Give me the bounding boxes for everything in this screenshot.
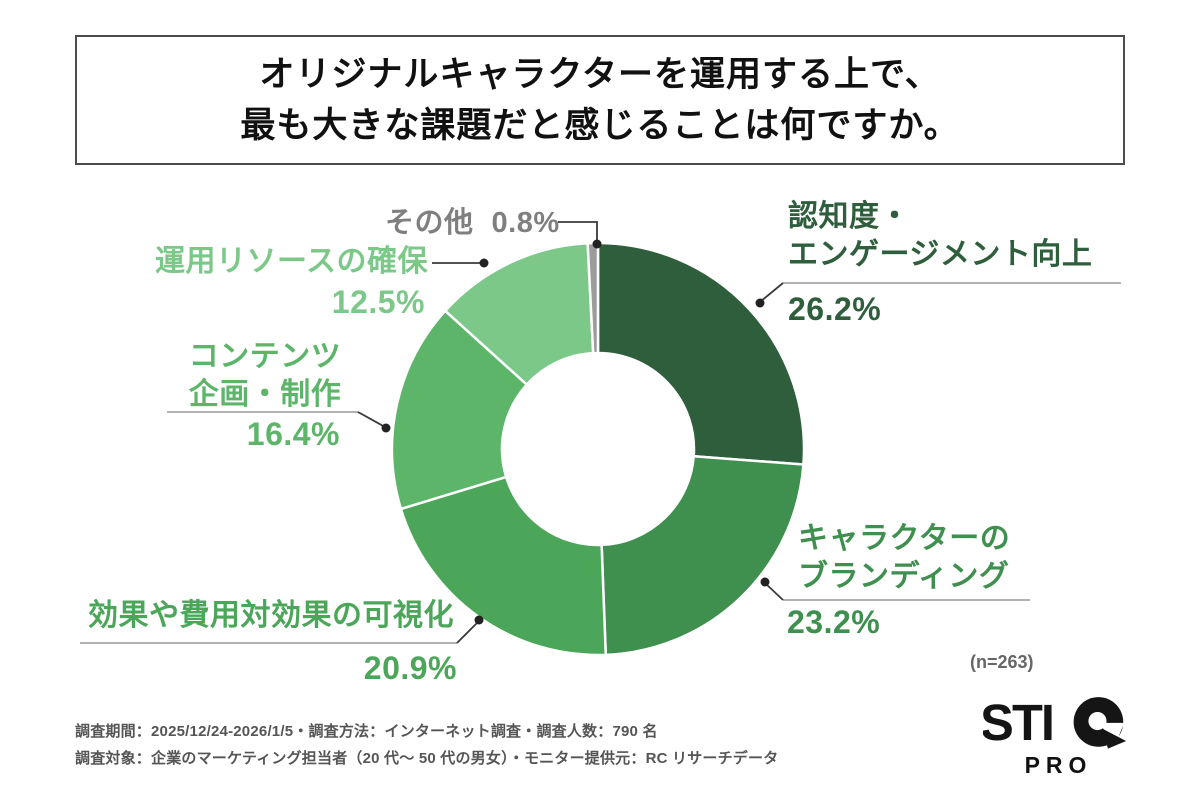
callout-awareness-label-line1: 認知度・	[788, 200, 910, 233]
leader-line-content	[357, 411, 386, 428]
callout-visibility-value: 20.9%	[257, 650, 457, 687]
stiq-logo-sub: PRO	[1024, 752, 1093, 778]
survey-meta-line2: 調査対象：企業のマーケティング担当者（20 代〜 50 代の男女）・モニター提供…	[75, 750, 779, 767]
callout-awareness-label-line2: エンゲージメント向上	[788, 238, 1093, 271]
callout-content: コンテンツ 企画・制作	[188, 338, 342, 414]
donut-segment-2	[399, 475, 608, 657]
title-box: オリジナルキャラクターを運用する上で、 最も大きな課題だと感じることは何ですか。	[75, 35, 1125, 165]
callout-content-label-line2: 企画・制作	[188, 378, 342, 411]
stiq-logo-q-tail	[1102, 728, 1127, 749]
callout-awareness-pct-text: 26.2%	[788, 291, 882, 327]
callout-resources-label: 運用リソースの確保	[155, 245, 428, 278]
callout-awareness: 認知度・ エンゲージメント向上	[788, 198, 1092, 274]
callout-branding: キャラクターの ブランディング	[798, 520, 1010, 596]
donut-segment-3	[390, 309, 529, 511]
page-title-line1: オリジナルキャラクターを運用する上で、	[259, 55, 941, 94]
callout-visibility: 効果や費用対効果の可視化	[88, 597, 454, 635]
callout-others-label: その他	[385, 207, 474, 239]
survey-meta-line1: 調査期間：2025/12/24-2026/1/5・調査方法：インターネット調査・…	[75, 723, 658, 740]
callout-branding-pct-text: 23.2%	[787, 604, 881, 640]
stiq-logo: STI PRO	[980, 693, 1128, 779]
callout-branding-label-line1: キャラクターの	[798, 522, 1011, 555]
callout-branding-value: 23.2%	[787, 604, 880, 641]
callout-awareness-value: 26.2%	[788, 291, 881, 328]
stiq-logo-mark: STI	[980, 694, 1127, 751]
donut-segment-1	[600, 454, 805, 657]
callout-resources-pct-text: 12.5%	[331, 284, 425, 320]
callout-content-label-line1: コンテンツ	[188, 340, 342, 373]
sample-size-note: (n=263)	[970, 652, 1034, 672]
leader-line-others	[558, 221, 598, 240]
callout-others-pct-text: 0.8%	[491, 207, 560, 239]
callout-visibility-pct-text: 20.9%	[363, 650, 457, 686]
callout-resources: 運用リソースの確保	[155, 243, 428, 281]
callout-content-pct-text: 16.4%	[246, 416, 340, 452]
callout-resources-value: 12.5%	[255, 284, 425, 321]
donut-chart	[390, 241, 806, 657]
stiq-logo-text: STI	[983, 694, 1053, 749]
donut-segment-0	[596, 241, 806, 466]
callout-branding-label-line2: ブランディング	[798, 560, 1010, 593]
page-title-line2: 最も大きな課題だと感じることは何ですか。	[240, 106, 960, 145]
stiq-logo-q-hole	[1088, 711, 1107, 731]
callout-content-value: 16.4%	[188, 416, 340, 453]
donut-segment-5	[586, 241, 600, 355]
callout-others: その他 0.8%	[385, 205, 560, 241]
callout-visibility-label: 効果や費用対効果の可視化	[88, 599, 454, 632]
